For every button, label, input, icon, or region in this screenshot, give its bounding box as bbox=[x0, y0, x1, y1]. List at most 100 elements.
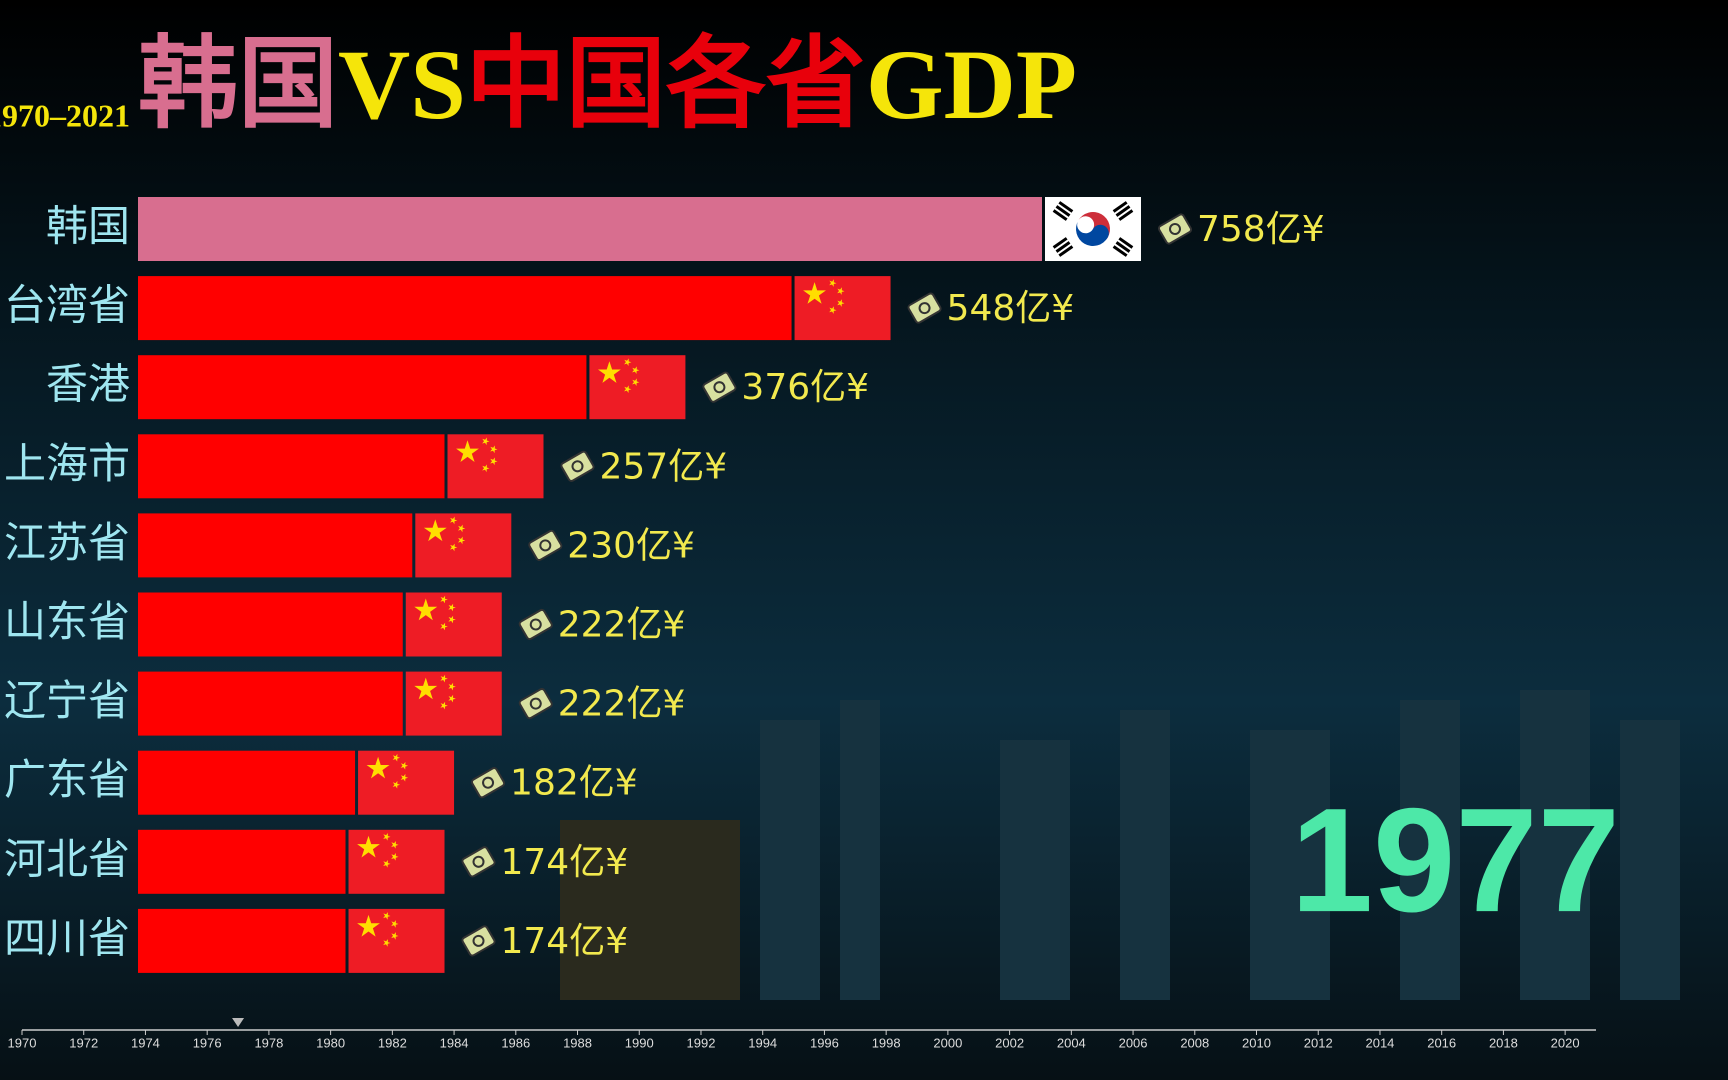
title-part: 韩国 bbox=[138, 29, 338, 140]
icon-dot bbox=[529, 618, 542, 631]
flag-star bbox=[391, 920, 399, 928]
money-icon bbox=[907, 292, 942, 324]
icon-dot bbox=[529, 697, 542, 710]
value-label: 182亿¥ bbox=[510, 763, 638, 804]
flag-star bbox=[829, 279, 837, 287]
flag-star bbox=[482, 464, 490, 473]
flag-star bbox=[423, 519, 447, 542]
timeline-tick-label: 2018 bbox=[1489, 1035, 1518, 1050]
flag bbox=[358, 750, 455, 815]
flag-star bbox=[450, 516, 458, 525]
timeline-tick-label: 2004 bbox=[1057, 1035, 1086, 1050]
value-label: 548亿¥ bbox=[947, 288, 1075, 329]
flag-star bbox=[632, 366, 640, 374]
icon-body bbox=[702, 371, 737, 403]
flag-star bbox=[357, 914, 380, 937]
category-label: 韩国 bbox=[46, 202, 130, 251]
timeline-tick-label: 1988 bbox=[563, 1035, 592, 1050]
bar bbox=[138, 513, 413, 578]
value-label: 257亿¥ bbox=[600, 446, 728, 487]
icon-dot bbox=[472, 934, 485, 947]
flag-star bbox=[357, 835, 380, 858]
icon-body bbox=[461, 846, 496, 878]
timeline-tick-label: 2010 bbox=[1242, 1035, 1271, 1050]
flag bbox=[589, 355, 686, 420]
category-label: 辽宁省 bbox=[4, 676, 130, 725]
flag-field bbox=[405, 671, 502, 736]
bar bbox=[138, 908, 346, 973]
flag-star bbox=[458, 524, 466, 533]
flag-trigram bbox=[1118, 209, 1134, 221]
icon-dot bbox=[472, 855, 485, 868]
category-label: 香港 bbox=[46, 360, 130, 409]
flag-star bbox=[456, 440, 479, 462]
flag-star bbox=[383, 939, 391, 947]
flag bbox=[348, 908, 445, 973]
category-label: 台湾省 bbox=[4, 281, 130, 330]
icon-body bbox=[518, 608, 553, 641]
money-icon bbox=[461, 925, 496, 957]
flag-field bbox=[348, 829, 445, 894]
timeline-tick-label: 1984 bbox=[440, 1035, 469, 1050]
money-icon bbox=[461, 846, 496, 878]
icon-dot bbox=[1169, 223, 1181, 235]
timeline-tick-label: 1992 bbox=[687, 1035, 716, 1050]
category-label: 上海市 bbox=[4, 439, 130, 488]
flag-star bbox=[448, 694, 456, 703]
flag-star bbox=[383, 833, 391, 841]
flag bbox=[415, 513, 512, 578]
bar bbox=[138, 671, 403, 736]
icon-dot bbox=[571, 460, 584, 473]
flag-trigram bbox=[1112, 201, 1128, 213]
flag-trigram bbox=[1112, 245, 1128, 257]
timeline-tick-label: 1976 bbox=[193, 1035, 222, 1050]
flag-trigram bbox=[1115, 205, 1131, 217]
flag bbox=[405, 592, 502, 657]
flag-trigram bbox=[1118, 237, 1134, 249]
timeline-tick-label: 1978 bbox=[254, 1035, 283, 1050]
flag-star bbox=[490, 457, 498, 466]
flag bbox=[348, 829, 445, 894]
flag-star bbox=[400, 761, 409, 770]
value-label: 222亿¥ bbox=[558, 684, 686, 725]
flag bbox=[405, 671, 502, 736]
flag-star bbox=[440, 595, 448, 604]
title-part: VS bbox=[338, 29, 466, 140]
flag-star bbox=[392, 753, 401, 762]
title-part: 中国各省 bbox=[466, 29, 866, 140]
timeline-tick-label: 2000 bbox=[933, 1035, 962, 1050]
value-label: 758亿¥ bbox=[1197, 209, 1325, 250]
flag-star bbox=[482, 437, 490, 446]
icon-body bbox=[1157, 213, 1193, 245]
money-icon bbox=[518, 608, 553, 641]
flag-star bbox=[837, 299, 845, 307]
timeline-tick-label: 1986 bbox=[501, 1035, 530, 1050]
flag-star bbox=[391, 932, 399, 940]
value-label: 222亿¥ bbox=[558, 605, 686, 646]
flag bbox=[447, 434, 544, 499]
timeline-tick-label: 1994 bbox=[748, 1035, 777, 1050]
icon-dot bbox=[482, 776, 495, 789]
timeline-tick-label: 1974 bbox=[131, 1035, 160, 1050]
category-label: 四川省 bbox=[4, 913, 130, 962]
category-label: 江苏省 bbox=[4, 518, 130, 567]
flag-star bbox=[448, 603, 456, 612]
flag-field bbox=[447, 434, 544, 499]
timeline-tick-label: 1980 bbox=[316, 1035, 345, 1050]
timeline-tick-label: 2016 bbox=[1427, 1035, 1456, 1050]
category-label: 广东省 bbox=[4, 755, 130, 804]
flag-star bbox=[829, 306, 837, 314]
money-icon bbox=[1157, 213, 1193, 245]
category-label: 山东省 bbox=[4, 597, 130, 646]
timeline-tick-label: 1982 bbox=[378, 1035, 407, 1050]
flag-star bbox=[598, 361, 621, 383]
flag-star bbox=[632, 378, 640, 386]
money-icon bbox=[702, 371, 737, 403]
flag-star bbox=[448, 682, 456, 691]
flag-trigram bbox=[1115, 241, 1131, 253]
flag-field bbox=[589, 355, 686, 420]
icon-body bbox=[518, 688, 553, 720]
title-part: GDP bbox=[866, 29, 1077, 140]
timeline-tick-label: 2020 bbox=[1551, 1035, 1580, 1050]
